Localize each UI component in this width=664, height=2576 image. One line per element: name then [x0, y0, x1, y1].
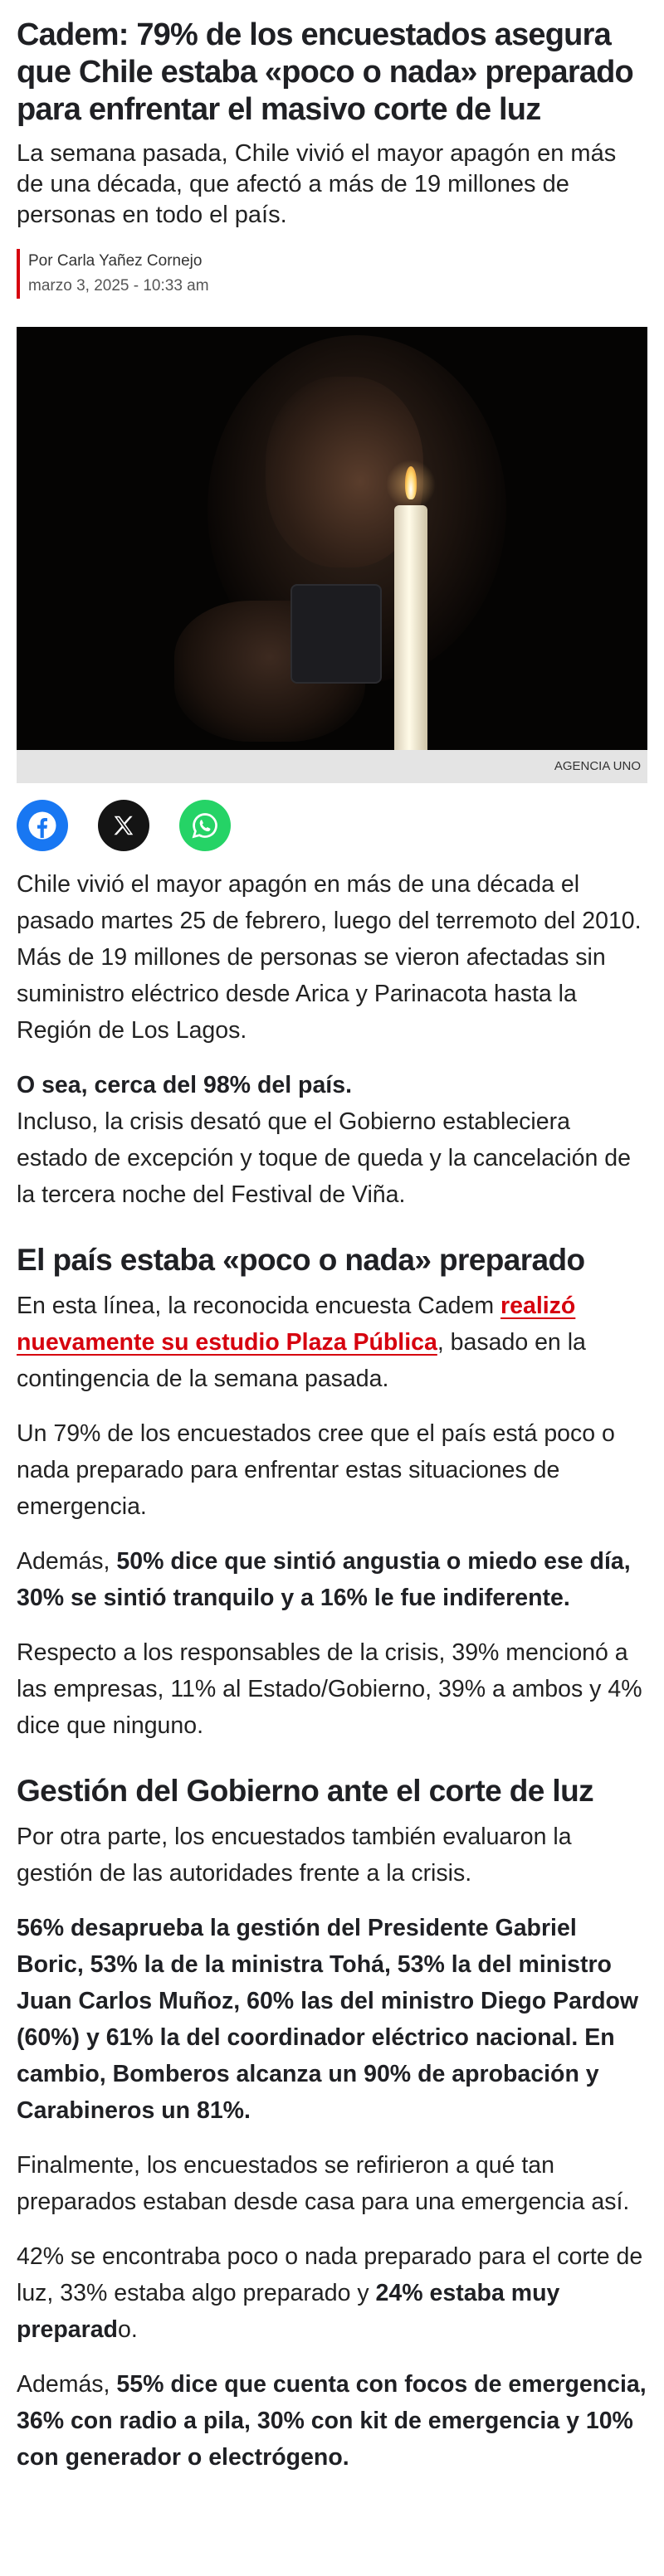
section-heading: Gestión del Gobierno ante el corte de lu…	[17, 1774, 594, 1808]
text: En esta línea, la reconocida encuesta Ca…	[17, 1293, 501, 1319]
paragraph: Además, 50% dice que sintió angustia o m…	[17, 1543, 647, 1616]
paragraph: En esta línea, la reconocida encuesta Ca…	[17, 1288, 647, 1397]
facebook-icon	[28, 811, 56, 840]
x-icon	[114, 816, 134, 835]
x-share-button[interactable]	[98, 800, 149, 851]
text: Incluso, la crisis desató que el Gobiern…	[17, 1108, 631, 1208]
whatsapp-icon	[192, 813, 217, 839]
bold-text: O sea, cerca del 98% del país.	[17, 1072, 352, 1098]
article: Cadem: 79% de los encuestados asegura qu…	[17, 17, 647, 2476]
bold-text: 50% dice que sintió angustia o miedo ese…	[17, 1548, 631, 1611]
share-bar	[17, 800, 647, 851]
paragraph: Por otra parte, los encuestados también …	[17, 1824, 572, 1887]
facebook-share-button[interactable]	[17, 800, 68, 851]
publish-date: marzo 3, 2025 - 10:33 am	[28, 277, 209, 295]
text: , basado en la contingencia de la semana…	[17, 1329, 586, 1392]
article-photo	[17, 327, 647, 750]
paragraph: Chile vivió el mayor apagón en más de un…	[17, 871, 642, 1044]
bold-text: 56% desaprueba la gestión del Presidente…	[17, 1915, 639, 2124]
whatsapp-share-button[interactable]	[179, 800, 231, 851]
text: Además,	[17, 2371, 117, 2398]
byline: Por Carla Yañez Cornejo marzo 3, 2025 - …	[17, 249, 647, 299]
image-credit: AGENCIA UNO	[17, 750, 647, 783]
text: Además,	[17, 1548, 117, 1575]
section-heading: El país estaba «poco o nada» preparado	[17, 1243, 585, 1277]
paragraph: 42% se encontraba poco o nada preparado …	[17, 2238, 647, 2348]
paragraph: 56% desaprueba la gestión del Presidente…	[17, 1910, 647, 2129]
bold-text: 24% estaba muy preparad	[17, 2280, 560, 2343]
paragraph: Un 79% de los encuestados cree que el pa…	[17, 1420, 615, 1520]
subtitle: La semana pasada, Chile vivió el mayor a…	[17, 140, 617, 228]
headline: Cadem: 79% de los encuestados asegura qu…	[17, 17, 634, 127]
text: 42% se encontraba poco o nada preparado …	[17, 2243, 643, 2306]
paragraph: Además, 55% dice que cuenta con focos de…	[17, 2366, 647, 2476]
bold-text: 55% dice que cuenta con focos de emergen…	[17, 2371, 647, 2471]
text: o.	[117, 2316, 138, 2343]
paragraph: O sea, cerca del 98% del país. Incluso, l…	[17, 1067, 647, 1213]
plaza-publica-link[interactable]: realizó nuevamente su estudio Plaza Públ…	[17, 1293, 576, 1356]
paragraph: Finalmente, los encuestados se refiriero…	[17, 2152, 630, 2215]
author[interactable]: Por Carla Yañez Cornejo	[28, 252, 203, 270]
paragraph: Respecto a los responsables de la crisis…	[17, 1639, 642, 1739]
